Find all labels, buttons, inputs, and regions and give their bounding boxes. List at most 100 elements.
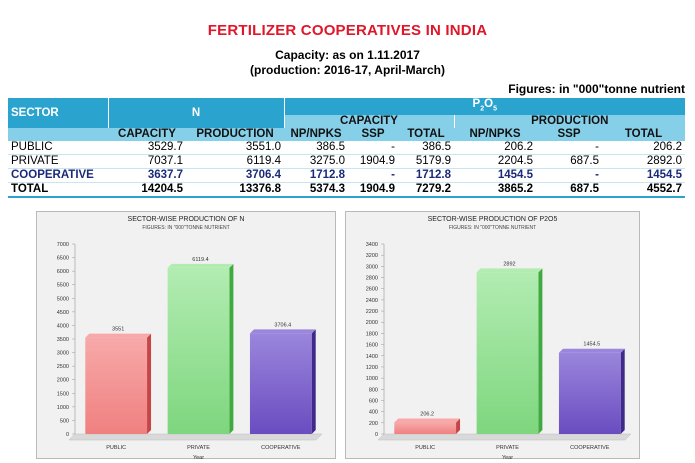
- p2o5-o: O: [484, 98, 494, 110]
- p-cap-ssp-cell: -: [348, 168, 398, 184]
- page-title: FERTILIZER COOPERATIVES IN INDIA: [207, 22, 488, 39]
- bar-top: [476, 268, 543, 273]
- p-prod-ssp-cell: -: [536, 168, 602, 184]
- y-tick-label: 1800: [366, 331, 378, 337]
- chart-subtitle: FIGURES: IN "000"TONNE NUTRIENT: [448, 225, 537, 231]
- data-label: 3551: [112, 327, 124, 333]
- p-cap-total-cell: 386.5: [398, 141, 454, 156]
- x-tick-label: PRIVATE: [187, 445, 210, 451]
- p2o5-sub-5: 5: [493, 105, 497, 113]
- p-cap-npnpks-cell: 1712.8: [284, 168, 348, 184]
- y-tick-label: 2400: [366, 298, 378, 304]
- bar: [167, 267, 230, 434]
- bar-side: [456, 418, 461, 434]
- p-cap-total-cell: 5179.9: [398, 154, 454, 170]
- header-production-group: PRODUCTION: [453, 115, 685, 129]
- n-capacity-cell: 3529.7: [108, 141, 186, 156]
- y-tick-label: 1500: [57, 391, 69, 397]
- bar: [558, 352, 621, 434]
- figures-note: Figures: in "000"tonne nutrient: [508, 82, 685, 96]
- header-capacity-group: CAPACITY: [283, 115, 454, 129]
- table-header-row-1: SECTOR N P2O5: [8, 98, 685, 129]
- header-p2o5: P2O5: [283, 98, 685, 116]
- p2o5-sub-2: 2: [480, 105, 485, 113]
- chart-title: SECTOR-WISE PRODUCTION OF P2O5: [427, 216, 558, 223]
- y-tick-label: 6000: [57, 269, 69, 275]
- p-cap-ssp-cell: -: [348, 141, 398, 156]
- data-table: SECTOR N P2O5 CAPACITY PRODUCTION CAPACI…: [8, 98, 685, 198]
- bar: [476, 272, 539, 434]
- sector-cell: PRIVATE: [8, 154, 108, 170]
- bar-chart-p2o5: 0 200 400 600 800 1000 1200 1400 1600 1800 2000 220…: [366, 242, 632, 461]
- x-tick-label: PUBLIC: [415, 445, 435, 451]
- header-prod-ssp: SSP: [536, 128, 602, 142]
- bar-top: [558, 348, 625, 353]
- y-tick-label: 1000: [366, 376, 378, 382]
- sector-cell: COOPERATIVE: [8, 168, 108, 184]
- table-row: PRIVATE 7037.1 6119.4 3275.0 1904.9 5179…: [8, 154, 685, 170]
- bar-top: [249, 329, 316, 334]
- y-tick-label: 1600: [366, 343, 378, 349]
- bar-chart-n: 0 500 1000 1500 2000 2500 3000 3500 4000 4500 5000…: [57, 242, 323, 461]
- n-capacity-cell: 14204.5: [141, 183, 183, 196]
- bar-top: [167, 263, 234, 268]
- p-prod-total-cell: 1454.5: [602, 168, 685, 184]
- header-n: N: [107, 98, 284, 129]
- header-cap-total: TOTAL: [398, 128, 454, 142]
- bar: [85, 337, 148, 434]
- x-tick-label: PRIVATE: [496, 445, 519, 451]
- sector-cell: PUBLIC: [8, 141, 108, 156]
- y-tick-label: 2800: [366, 276, 378, 282]
- n-production-cell: 6119.4: [186, 154, 284, 170]
- bar-top: [85, 333, 152, 338]
- y-tick-label: 2000: [57, 378, 69, 384]
- x-axis-label: Year: [193, 455, 204, 461]
- p-prod-total-cell: 206.2: [602, 141, 685, 156]
- x-tick-label: PUBLIC: [106, 445, 126, 451]
- p-prod-npnpks-cell: 2204.5: [454, 154, 536, 170]
- table-row-total: TOTAL 14204.5 13376.8 5374.3 1904.9 7279…: [8, 183, 685, 198]
- y-tick-label: 400: [369, 410, 378, 416]
- y-tick-label: 800: [369, 387, 378, 393]
- p-prod-npnpks-cell: 206.2: [454, 141, 536, 156]
- y-tick-label: 3400: [366, 242, 378, 248]
- y-tick-label: 0: [66, 432, 69, 438]
- n-production-cell: 3551.0: [186, 141, 284, 156]
- p-cap-total-cell: 1712.8: [398, 168, 454, 184]
- bar-side: [311, 329, 316, 434]
- y-tick-label: 4500: [57, 310, 69, 316]
- p-cap-total-cell: 7279.2: [415, 183, 451, 196]
- bar-side: [229, 263, 234, 434]
- header-prod-npnpks: NP/NPKS: [454, 128, 536, 142]
- bar-side: [620, 348, 625, 434]
- table-row: COOPERATIVE 3637.7 3706.4 1712.8 - 1712.…: [8, 168, 685, 184]
- data-label: 6119.4: [192, 257, 208, 263]
- bar: [249, 333, 312, 434]
- y-tick-label: 3000: [366, 264, 378, 270]
- x-tick-label: COOPERATIVE: [570, 445, 610, 451]
- p-prod-ssp-cell: 687.5: [570, 183, 599, 196]
- header-sector: SECTOR: [8, 98, 108, 129]
- table-header-row-2: CAPACITY PRODUCTION: [8, 115, 685, 129]
- x-axis-label: Year: [502, 455, 513, 461]
- header-n-capacity: CAPACITY: [108, 128, 186, 142]
- y-tick-label: 3500: [57, 337, 69, 343]
- y-tick-label: 2000: [366, 320, 378, 326]
- chart-floor: [68, 433, 323, 441]
- p-prod-ssp-cell: -: [536, 141, 602, 156]
- p-prod-npnpks-cell: 1454.5: [454, 168, 536, 184]
- y-tick-label: 1200: [366, 365, 378, 371]
- p2o5-p: P: [472, 98, 481, 110]
- p-cap-npnpks-cell: 5374.3: [309, 183, 345, 196]
- chart-panel-p2o5: SECTOR-WISE PRODUCTION OF P2O5 FIGURES: …: [345, 211, 640, 461]
- subtitle-production: (production: 2016-17, April-March): [250, 63, 445, 77]
- y-tick-label: 7000: [57, 242, 69, 248]
- chart-panel-n: SECTOR-WISE PRODUCTION OF N FIGURES: IN …: [36, 211, 336, 461]
- bar-side: [147, 333, 152, 434]
- table-row: PUBLIC 3529.7 3551.0 386.5 - 386.5 206.2…: [8, 141, 685, 156]
- y-tick-label: 0: [375, 432, 378, 438]
- p-prod-total-cell: 4552.7: [646, 183, 682, 196]
- y-tick-label: 200: [369, 421, 378, 427]
- bar: [394, 422, 457, 434]
- data-label: 3706.4: [274, 322, 291, 328]
